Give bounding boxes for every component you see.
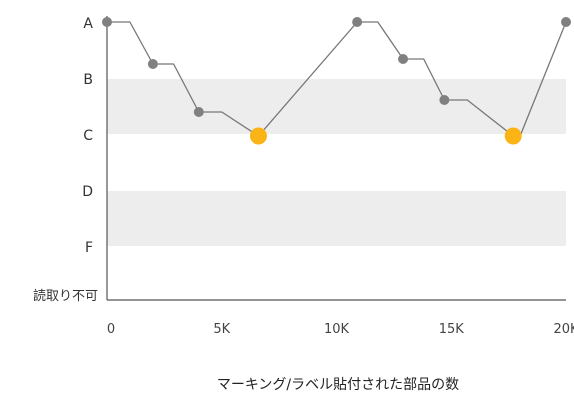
y-tick-label-2: C xyxy=(83,128,93,144)
highlight-point-13 xyxy=(504,127,522,145)
grid-band-d xyxy=(107,191,566,246)
y-tick-label-1: B xyxy=(83,72,93,88)
data-point-9 xyxy=(398,54,409,64)
y-tick-label-4: F xyxy=(85,240,93,256)
x-tick-label-2: 10K xyxy=(324,322,350,337)
data-point-0 xyxy=(102,17,112,27)
grid-band-b xyxy=(107,79,566,134)
y-tick-label-5: 読取り不可 xyxy=(33,288,98,304)
data-point-7 xyxy=(352,17,363,27)
x-tick-label-3: 15K xyxy=(439,322,465,337)
x-tick-label-0: 0 xyxy=(107,322,115,337)
data-point-4 xyxy=(193,107,204,117)
x-axis-title: マーキング/ラベル貼付された部品の数 xyxy=(217,377,459,393)
highlight-point-6 xyxy=(249,127,267,145)
x-tick-label-4: 20K xyxy=(553,322,574,337)
data-point-11 xyxy=(439,95,450,105)
series-points xyxy=(102,17,571,145)
axes xyxy=(106,16,566,301)
y-tick-label-3: D xyxy=(82,184,93,200)
data-point-15 xyxy=(561,17,571,27)
data-point-2 xyxy=(147,59,158,69)
series-line xyxy=(107,21,567,137)
grid-bands xyxy=(107,79,566,246)
y-tick-label-0: A xyxy=(83,16,93,32)
x-tick-label-1: 5K xyxy=(213,322,230,337)
axis-labels: A B C D F 読取り不可 0 5K 10K 15K 20K xyxy=(33,16,574,337)
series-line-0 xyxy=(107,21,567,137)
